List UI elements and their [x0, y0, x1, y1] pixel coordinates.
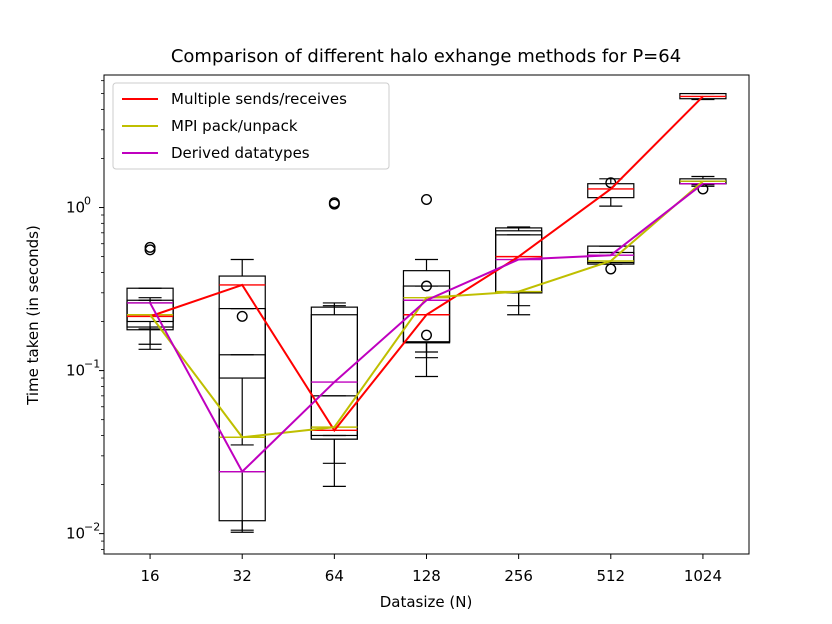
series-line-2 — [149, 182, 704, 474]
outlier-point — [144, 241, 156, 253]
chart-title: Comparison of different halo exhange met… — [171, 46, 681, 67]
plot-area — [126, 92, 727, 533]
y-tick-label-base: 10 — [66, 525, 85, 543]
x-tick-label: 1024 — [684, 567, 722, 585]
legend-label-1: MPI pack/unpack — [171, 117, 298, 135]
y-tick-label-base: 10 — [66, 362, 85, 380]
outlier-point — [421, 329, 433, 341]
legend-label-0: Multiple sends/receives — [171, 90, 347, 108]
x-tick-label: 256 — [504, 567, 533, 585]
box-64-series-2 — [310, 305, 358, 437]
x-tick-label: 16 — [141, 567, 160, 585]
box-iqr — [587, 183, 635, 199]
x-tick-label: 128 — [412, 567, 441, 585]
outlier-point — [328, 197, 340, 209]
legend-label-2: Derived datatypes — [171, 144, 310, 162]
legend-box — [112, 82, 390, 170]
box-iqr — [587, 245, 635, 264]
outlier-point — [236, 310, 248, 322]
series-line-1 — [149, 180, 704, 439]
box-512-series-0 — [587, 177, 635, 207]
box-iqr — [495, 234, 543, 294]
x-tick-label: 32 — [233, 567, 252, 585]
y-tick-label-base: 10 — [66, 199, 85, 217]
outlier-point — [605, 177, 617, 189]
x-tick-label: 512 — [596, 567, 625, 585]
y-tick-label-exponent: −1 — [84, 358, 100, 371]
y-tick-label-exponent: −2 — [84, 521, 100, 534]
y-axis-label: Time taken (in seconds) — [24, 225, 42, 406]
series-line-0 — [149, 95, 704, 433]
x-tick-label: 64 — [325, 567, 344, 585]
legend: Multiple sends/receives MPI pack/unpack De… — [112, 82, 390, 170]
y-tick-label-exponent: 0 — [84, 195, 91, 208]
outlier-point — [421, 194, 433, 206]
x-axis-label: Datasize (N) — [380, 593, 473, 611]
box-iqr — [310, 314, 358, 437]
outlier-point — [421, 280, 433, 292]
